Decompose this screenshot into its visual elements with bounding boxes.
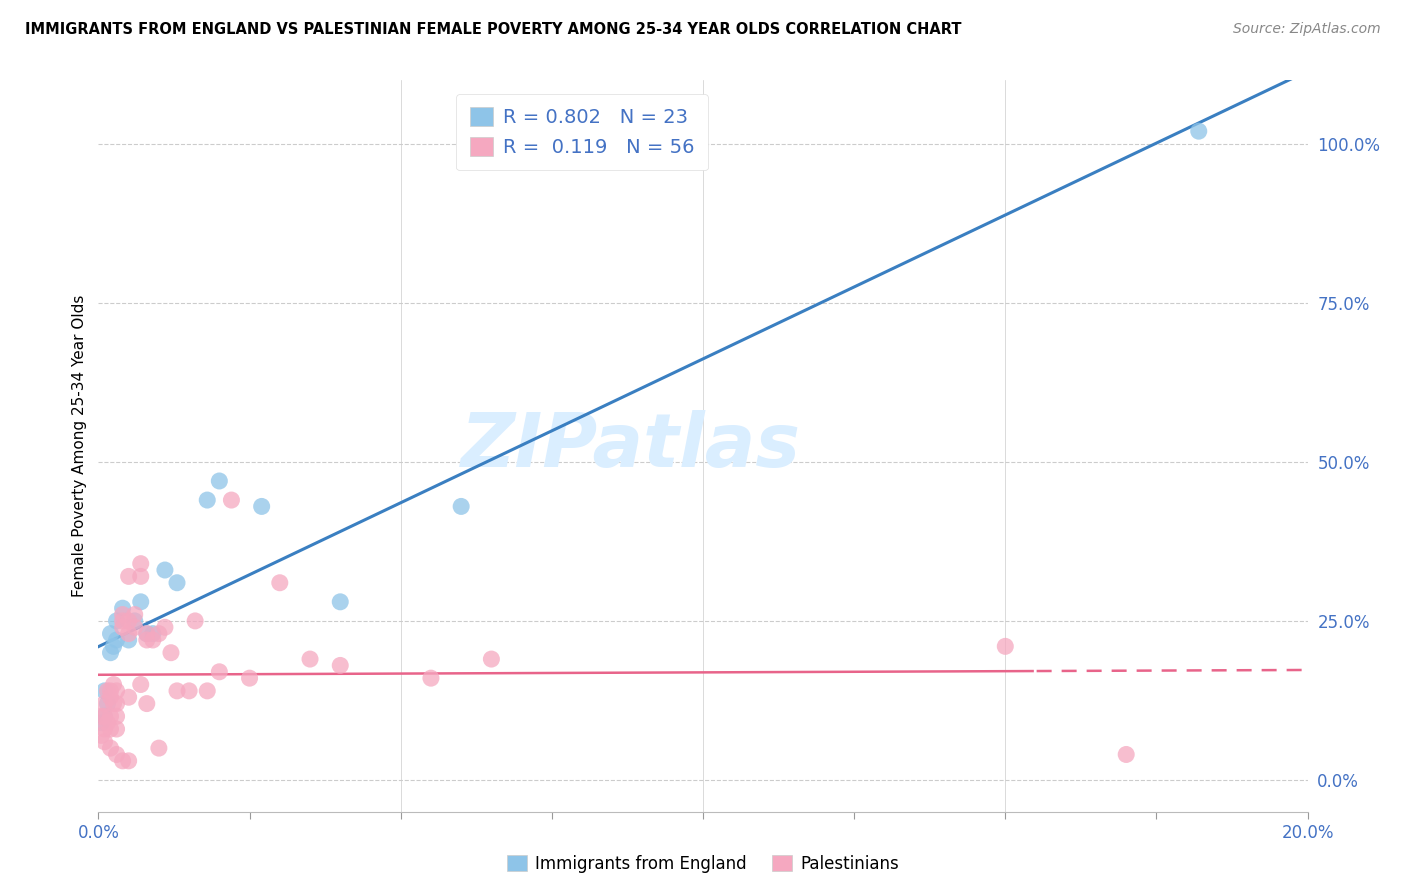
Point (221, 493, 243, 508)
Point (135, 626, 157, 640)
Point (111, 614, 134, 628)
Text: Source: ZipAtlas.com: Source: ZipAtlas.com (1233, 22, 1381, 37)
Point (153, 563, 176, 577)
Y-axis label: Female Poverty Among 25-34 Year Olds: Female Poverty Among 25-34 Year Olds (72, 295, 87, 597)
Point (100, 690, 122, 705)
Point (135, 632, 157, 647)
Point (103, 697, 125, 711)
Point (124, 620, 146, 634)
Point (96, 697, 118, 711)
Point (208, 474, 231, 488)
Text: ZIPatlas: ZIPatlas (460, 409, 800, 483)
Point (329, 658, 352, 673)
Point (239, 671, 262, 685)
Point (166, 684, 188, 698)
Point (105, 632, 128, 647)
Point (269, 575, 291, 590)
Point (118, 754, 141, 768)
Point (111, 601, 134, 615)
Point (93, 709, 115, 723)
Point (994, 640, 1017, 654)
Point (93, 709, 115, 723)
Point (93, 722, 115, 736)
Point (129, 557, 152, 571)
Point (142, 632, 165, 647)
Point (450, 500, 472, 514)
Point (105, 722, 128, 736)
Point (90, 709, 112, 723)
Point (329, 595, 352, 609)
Point (100, 741, 122, 756)
Legend: Immigrants from England, Palestinians: Immigrants from England, Palestinians (501, 848, 905, 880)
Point (111, 754, 134, 768)
Point (1188, 124, 1211, 138)
Point (105, 709, 128, 723)
Point (93, 697, 115, 711)
Point (184, 614, 207, 628)
Point (105, 747, 128, 762)
Point (160, 646, 183, 660)
Point (100, 646, 122, 660)
Point (96, 684, 118, 698)
Point (100, 684, 122, 698)
Point (100, 626, 122, 640)
Point (142, 626, 165, 640)
Text: IMMIGRANTS FROM ENGLAND VS PALESTINIAN FEMALE POVERTY AMONG 25-34 YEAR OLDS CORR: IMMIGRANTS FROM ENGLAND VS PALESTINIAN F… (25, 22, 962, 37)
Point (148, 741, 170, 756)
Point (118, 626, 141, 640)
Point (129, 595, 152, 609)
Point (100, 709, 122, 723)
Point (105, 614, 128, 628)
Point (96, 715, 118, 730)
Point (118, 632, 141, 647)
Point (166, 575, 188, 590)
Point (1115, 747, 1137, 762)
Point (90, 728, 112, 742)
Point (124, 607, 146, 622)
Point (118, 690, 141, 705)
Point (299, 652, 322, 666)
Point (481, 652, 503, 666)
Point (208, 665, 231, 679)
Point (111, 620, 134, 634)
Legend: R = 0.802   N = 23, R =  0.119   N = 56: R = 0.802 N = 23, R = 0.119 N = 56 (456, 94, 709, 170)
Point (195, 684, 218, 698)
Point (105, 697, 128, 711)
Point (179, 684, 201, 698)
Point (195, 493, 218, 508)
Point (129, 677, 152, 691)
Point (124, 614, 146, 628)
Point (103, 677, 125, 691)
Point (135, 626, 157, 640)
Point (420, 671, 443, 685)
Point (118, 614, 141, 628)
Point (135, 697, 157, 711)
Point (93, 684, 115, 698)
Point (153, 620, 176, 634)
Point (111, 607, 134, 622)
Point (90, 715, 112, 730)
Point (105, 684, 128, 698)
Point (93, 735, 115, 749)
Point (129, 569, 152, 583)
Point (118, 569, 141, 583)
Point (100, 722, 122, 736)
Point (250, 500, 273, 514)
Point (148, 626, 170, 640)
Point (103, 640, 125, 654)
